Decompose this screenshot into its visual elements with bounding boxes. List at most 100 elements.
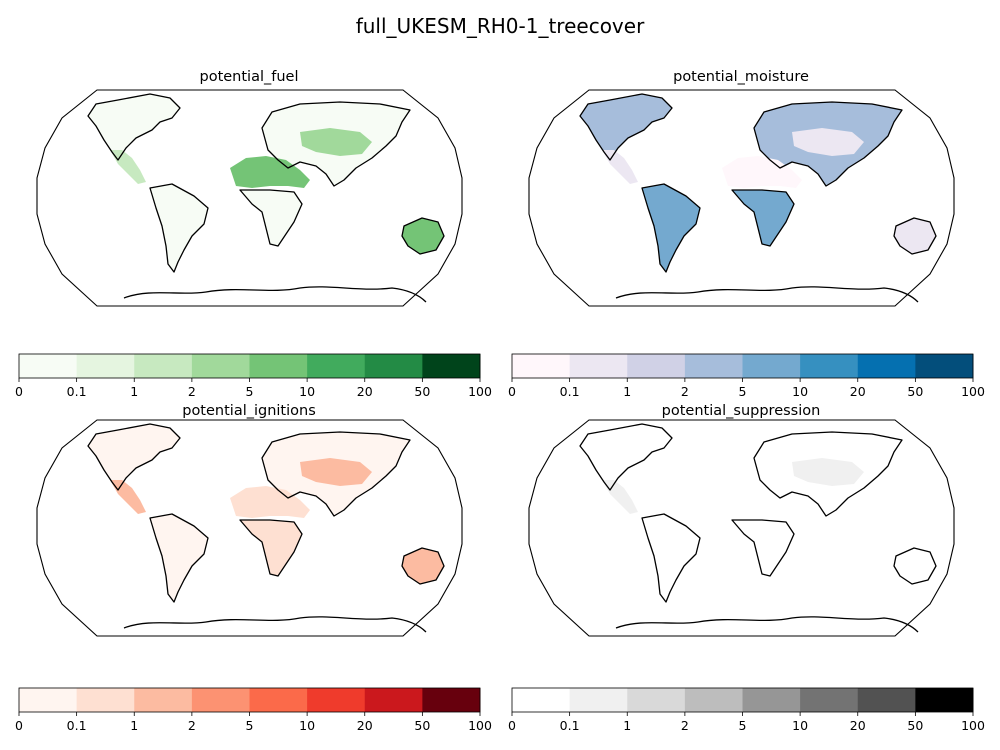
coastline-south-america xyxy=(149,513,209,603)
region-australia xyxy=(402,548,444,584)
coastline-north-america xyxy=(87,93,181,161)
region-africa-south xyxy=(732,520,794,576)
colorbar-swatch xyxy=(19,688,78,712)
colorbar-potential-suppression: 0 0.1 1 2 5 10 20 50 100 xyxy=(508,687,985,733)
colorbar-swatch xyxy=(627,688,686,712)
coastline-africa-south xyxy=(731,189,795,247)
colorbar-tick-label: 100 xyxy=(961,384,985,399)
panel-title: potential_ignitions xyxy=(182,403,316,419)
colorbar-tick-label: 2 xyxy=(681,718,689,733)
map-boundary xyxy=(528,419,955,637)
region-sahara-arabia xyxy=(230,486,310,518)
colorbar-tick-label: 0.1 xyxy=(560,718,580,733)
coastline-eurasia xyxy=(261,431,411,517)
colorbar-tick-label: 5 xyxy=(739,718,747,733)
colorbar-tick-label: 20 xyxy=(357,718,373,733)
colorbar-swatch xyxy=(191,354,250,378)
land-layer xyxy=(579,93,937,273)
coastline-africa-south xyxy=(239,189,303,247)
map-potential-ignitions xyxy=(36,419,463,637)
region-central-asia xyxy=(300,458,372,486)
region-africa-south xyxy=(240,520,302,576)
colorbar-potential-fuel: 0 0.1 1 2 5 10 20 50 100 xyxy=(15,353,492,399)
region-north-america xyxy=(580,94,672,160)
colorbar-swatch xyxy=(800,354,859,378)
figure-title: full_UKESM_RH0-1_treecover xyxy=(356,14,645,38)
colorbar-tick-label: 20 xyxy=(850,384,866,399)
region-australia xyxy=(894,218,936,254)
colorbar-swatch xyxy=(307,688,366,712)
colorbar-swatch xyxy=(134,354,193,378)
colorbar-swatch xyxy=(191,688,250,712)
coastline-australia xyxy=(893,217,937,255)
colorbar-tick-label: 2 xyxy=(681,384,689,399)
panel-potential-moisture: potential_moisture 0 0.1 1 2 5 10 20 50 100 xyxy=(508,69,985,399)
coastline-antarctica xyxy=(123,286,427,303)
colorbar-tick-label: 1 xyxy=(130,718,138,733)
colorbar-tick-label: 0 xyxy=(15,384,23,399)
land-layer xyxy=(579,423,937,603)
coastline-australia xyxy=(401,547,445,585)
colorbar-swatch xyxy=(307,354,366,378)
colorbar-tick-label: 0.1 xyxy=(560,384,580,399)
colorbar-tick-label: 10 xyxy=(299,384,315,399)
region-sahara-arabia xyxy=(722,486,802,518)
map-potential-suppression xyxy=(528,419,955,637)
colorbar-tick-label: 5 xyxy=(739,384,747,399)
colorbar-swatch xyxy=(684,688,743,712)
colorbar-tick-label: 100 xyxy=(961,718,985,733)
coastline-eurasia xyxy=(261,101,411,187)
region-north-america xyxy=(580,424,672,490)
region-central-asia xyxy=(300,128,372,156)
colorbar-swatch xyxy=(76,688,135,712)
coastline-north-america xyxy=(87,423,181,491)
colorbar-tick-label: 20 xyxy=(850,718,866,733)
region-sahara-arabia xyxy=(722,156,802,188)
panel-potential-suppression: potential_suppression 0 0.1 1 2 5 10 20 50 100 xyxy=(508,403,985,733)
map-potential-moisture xyxy=(528,89,955,307)
coastline-south-america xyxy=(641,183,701,273)
colorbar-tick-label: 50 xyxy=(907,384,923,399)
coastline-africa-south xyxy=(239,519,303,577)
colorbar-tick-label: 1 xyxy=(623,718,631,733)
colorbar-swatch xyxy=(915,688,974,712)
colorbar-swatch xyxy=(569,688,628,712)
colorbar-swatch xyxy=(857,688,916,712)
colorbar-swatch xyxy=(915,354,974,378)
region-africa-south xyxy=(240,190,302,246)
colorbar-tick-label: 2 xyxy=(188,718,196,733)
colorbar-swatch xyxy=(512,688,571,712)
colorbar-tick-label: 100 xyxy=(468,384,492,399)
map-potential-fuel xyxy=(36,89,463,307)
colorbar-potential-moisture: 0 0.1 1 2 5 10 20 50 100 xyxy=(508,353,985,399)
coastline-australia xyxy=(893,547,937,585)
colorbar-swatch xyxy=(627,354,686,378)
colorbar-tick-label: 0 xyxy=(15,718,23,733)
colorbar-tick-label: 0 xyxy=(508,718,516,733)
panel-title: potential_fuel xyxy=(200,69,299,85)
region-sahara-arabia xyxy=(230,156,310,188)
coastline-antarctica xyxy=(615,286,919,303)
colorbar-swatch xyxy=(857,354,916,378)
colorbar-swatch xyxy=(800,688,859,712)
colorbar-tick-label: 5 xyxy=(246,384,254,399)
colorbar-tick-label: 50 xyxy=(414,718,430,733)
region-south-america xyxy=(150,184,208,272)
colorbar-tick-label: 10 xyxy=(299,718,315,733)
coastline-antarctica xyxy=(123,616,427,633)
colorbar-tick-label: 5 xyxy=(246,718,254,733)
coastline-antarctica xyxy=(615,616,919,633)
region-south-america xyxy=(150,514,208,602)
colorbar-swatch xyxy=(742,354,801,378)
region-south-america xyxy=(642,184,700,272)
land-layer xyxy=(87,93,445,273)
colorbar-swatch xyxy=(19,354,78,378)
map-boundary xyxy=(528,89,955,307)
region-south-america xyxy=(642,514,700,602)
map-boundary xyxy=(36,419,463,637)
colorbar-tick-label: 50 xyxy=(907,718,923,733)
region-north-america xyxy=(88,94,180,160)
colorbar-tick-label: 20 xyxy=(357,384,373,399)
colorbar-tick-label: 1 xyxy=(130,384,138,399)
